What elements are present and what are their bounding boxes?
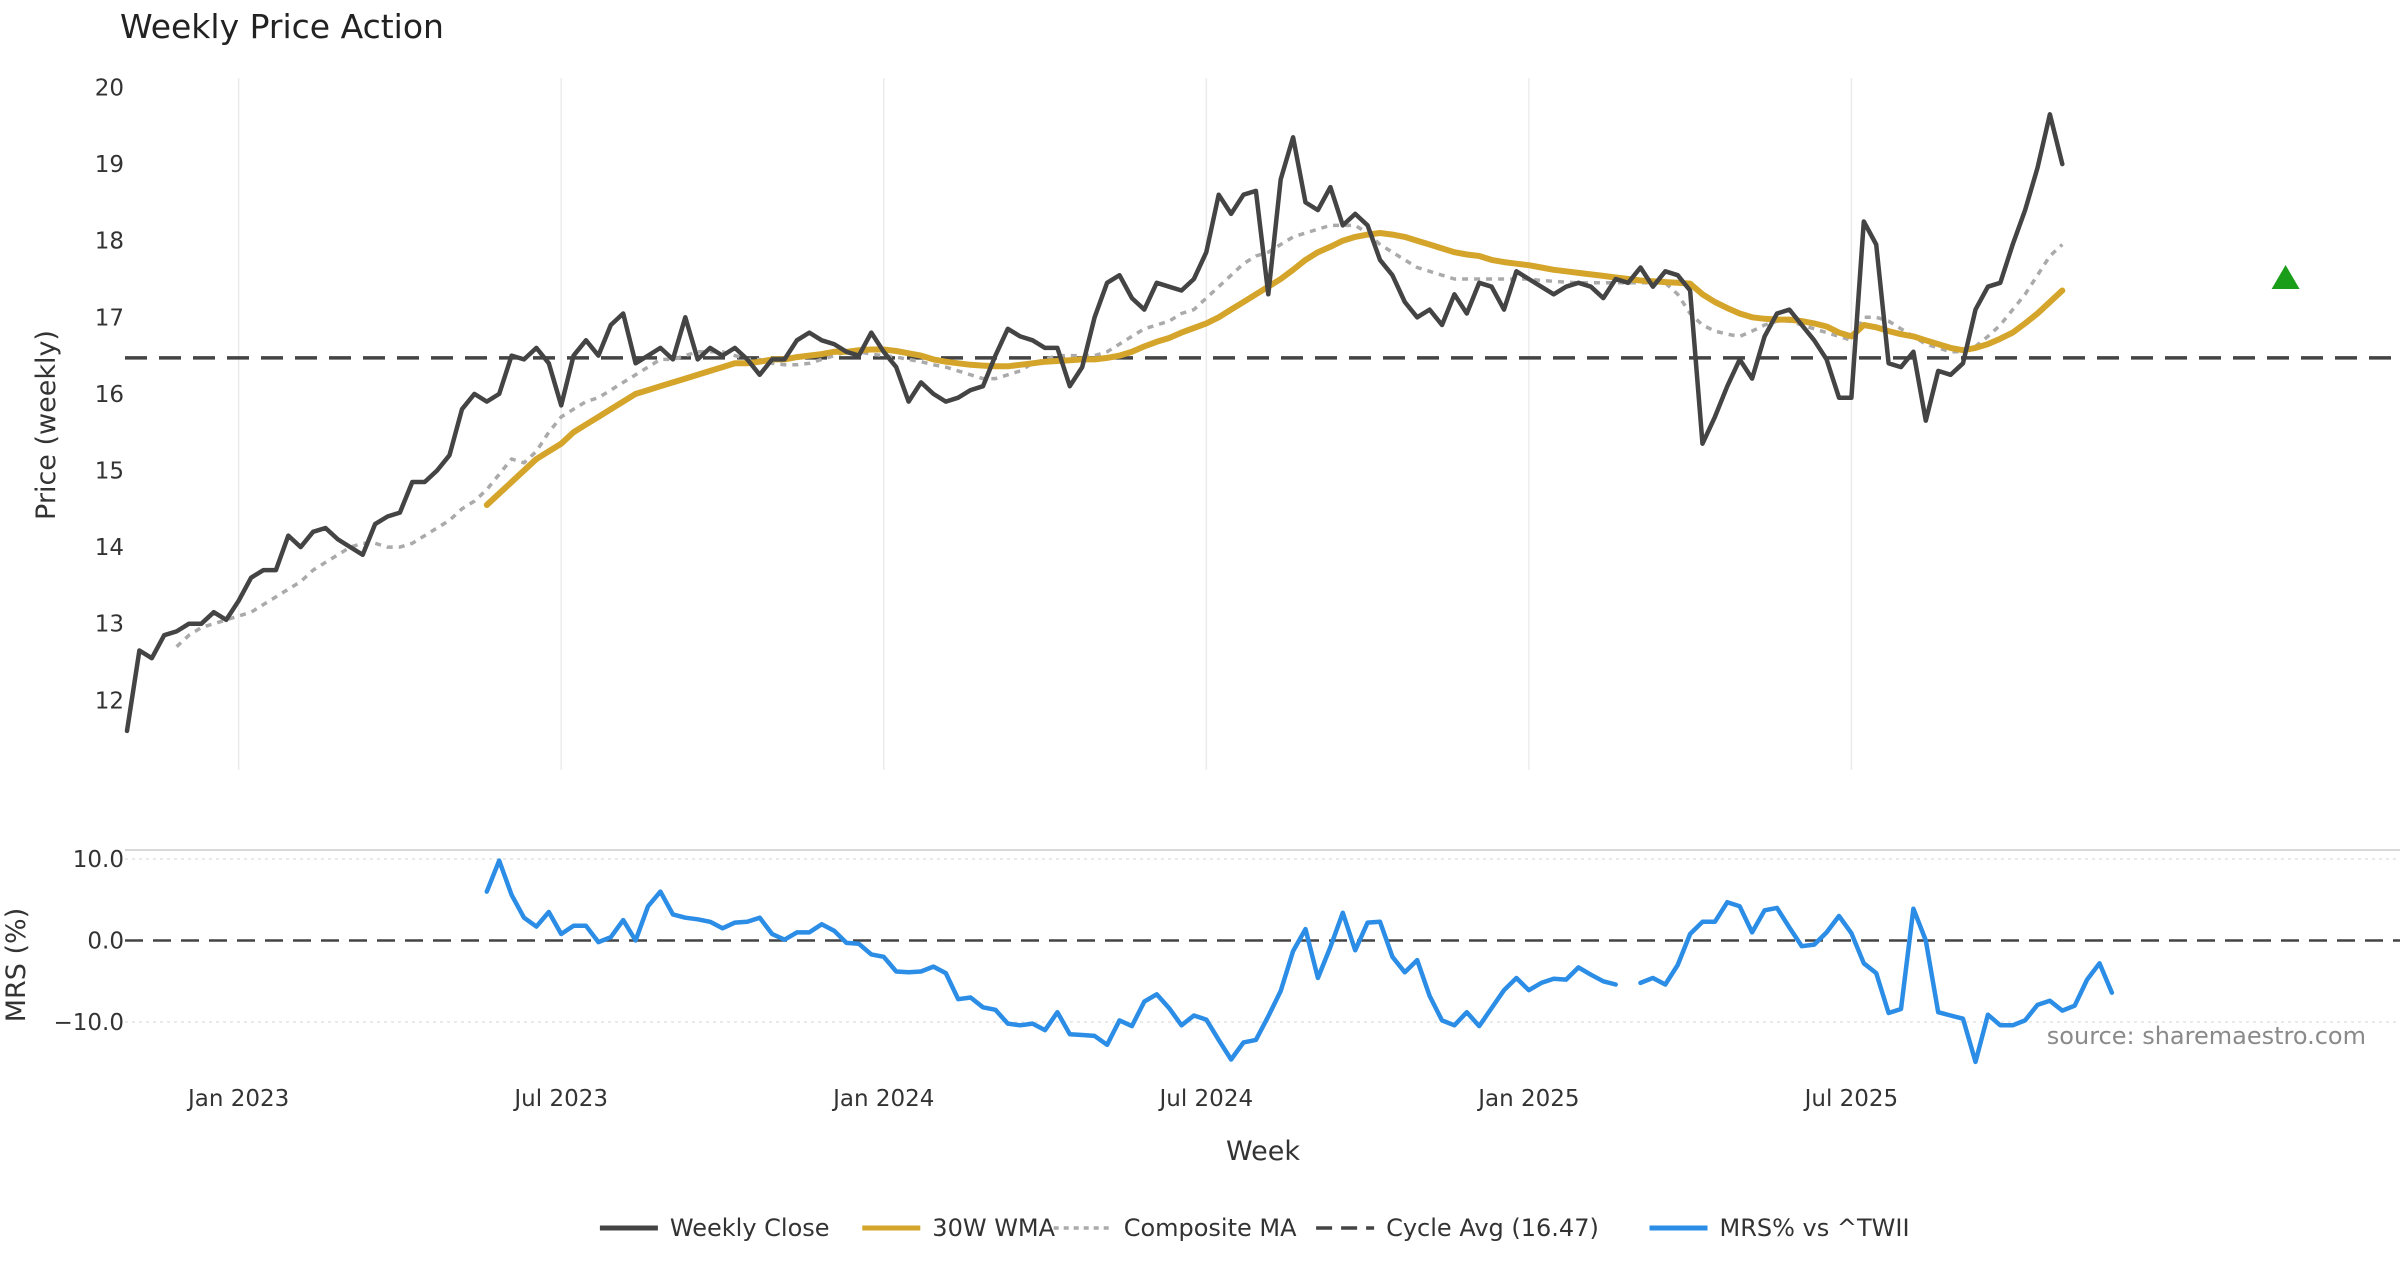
price-y-tick-label: 19: [95, 152, 124, 178]
legend-item: Composite MA: [1053, 1214, 1297, 1242]
mrs-series: [125, 858, 2400, 1065]
legend-item: MRS% vs ^TWII: [1649, 1214, 1910, 1242]
signal-marker: [2271, 265, 2300, 289]
price-y-ticks: 12 13 14 15 16 17 18 19 20: [95, 76, 124, 715]
legend-label: Composite MA: [1124, 1214, 1297, 1242]
price-y-tick-label: 18: [95, 229, 124, 255]
price-gridlines: [237, 78, 1853, 770]
mrs-line: [484, 858, 1618, 1062]
chart-title: Weekly Price Action: [120, 7, 444, 46]
price-y-tick-label: 20: [95, 76, 124, 102]
price-y-tick-label: 15: [95, 459, 124, 485]
mrs-gridlines: [125, 858, 2400, 1023]
x-tick-label: Jul 2025: [1803, 1086, 1899, 1112]
x-axis-label: Week: [1226, 1136, 1300, 1167]
legend-label: MRS% vs ^TWII: [1720, 1214, 1910, 1242]
mrs-axis-label: MRS (%): [1, 908, 32, 1023]
x-tick-label: Jan 2025: [1476, 1086, 1579, 1112]
weekly-close-line: [124, 112, 2065, 734]
legend-item: Weekly Close: [599, 1214, 830, 1242]
price-y-tick-label: 14: [95, 535, 124, 561]
legend-label: Weekly Close: [670, 1214, 830, 1242]
x-tick-label: Jan 2024: [831, 1086, 934, 1112]
mrs-y-tick-label: −10.0: [54, 1010, 124, 1036]
x-tick-label: Jan 2023: [186, 1086, 289, 1112]
mrs-y-tick-label: 0.0: [87, 929, 124, 955]
wma-30w-line: [483, 230, 2066, 508]
mrs-y-tick-label: 10.0: [73, 847, 124, 873]
legend-item: 30W WMA: [862, 1214, 1056, 1242]
price-y-tick-label: 13: [95, 612, 124, 638]
legend-label: 30W WMA: [932, 1214, 1055, 1242]
legend-label: Cycle Avg (16.47): [1386, 1214, 1599, 1242]
price-axis-label: Price (weekly): [31, 330, 62, 520]
source-note: source: sharemaestro.com: [2047, 1022, 2366, 1050]
x-tick-label: Jul 2023: [512, 1086, 608, 1112]
legend-item: Cycle Avg (16.47): [1316, 1214, 1599, 1242]
composite-ma-line: [175, 223, 2064, 648]
x-tick-label: Jul 2024: [1157, 1086, 1253, 1112]
price-series: [124, 112, 2400, 734]
price-y-tick-label: 12: [95, 688, 124, 714]
price-y-tick-label: 16: [95, 382, 124, 408]
mrs-y-ticks: 10.0 0.0 −10.0: [54, 847, 124, 1036]
legend: Weekly Close 30W WMA Composite MA Cycle Avg…: [599, 1214, 1910, 1242]
x-axis-ticks: Jan 2023 Jul 2023 Jan 2024 Jul 2024 Jan 2025…: [186, 1086, 1898, 1112]
price-y-tick-label: 17: [95, 305, 124, 331]
mrs-line: [1638, 899, 2115, 1065]
